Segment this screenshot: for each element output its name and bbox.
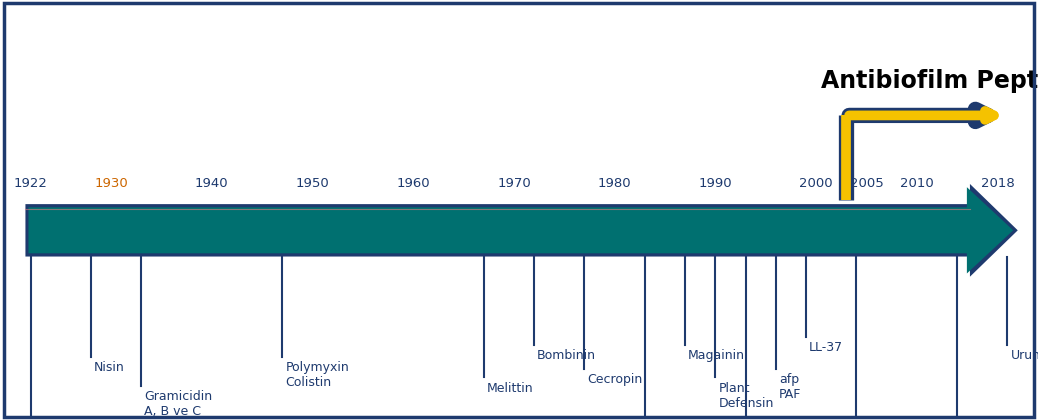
Text: 1950: 1950 — [296, 177, 329, 190]
Text: 2010: 2010 — [900, 177, 934, 190]
Text: Urumin: Urumin — [1011, 349, 1038, 362]
Polygon shape — [28, 187, 1013, 273]
Text: Bombinin: Bombinin — [537, 349, 596, 362]
Text: 2018: 2018 — [981, 177, 1014, 190]
Text: 2005: 2005 — [849, 177, 883, 190]
Text: 1940: 1940 — [195, 177, 228, 190]
Text: Gramicidin
A, B ve C: Gramicidin A, B ve C — [144, 390, 213, 417]
Text: LL-37: LL-37 — [809, 341, 843, 354]
Text: Melittin: Melittin — [487, 381, 534, 394]
Text: 2000: 2000 — [799, 177, 832, 190]
Text: Cecropin: Cecropin — [588, 373, 643, 386]
Text: 1922: 1922 — [13, 177, 48, 190]
Polygon shape — [26, 184, 1017, 277]
Text: 1970: 1970 — [497, 177, 530, 190]
Text: 1960: 1960 — [397, 177, 430, 190]
Text: Magainin: Magainin — [688, 349, 745, 362]
Text: Nisin: Nisin — [94, 361, 125, 374]
Text: 1990: 1990 — [699, 177, 732, 190]
Text: Antibiofilm Peptides: Antibiofilm Peptides — [821, 69, 1038, 93]
Text: Polymyxin
Colistin: Polymyxin Colistin — [285, 361, 349, 389]
Text: 1980: 1980 — [598, 177, 631, 190]
Text: afp
PAF: afp PAF — [778, 373, 801, 402]
Text: 1930: 1930 — [94, 177, 128, 190]
Text: Plant
Defensin: Plant Defensin — [718, 381, 773, 410]
